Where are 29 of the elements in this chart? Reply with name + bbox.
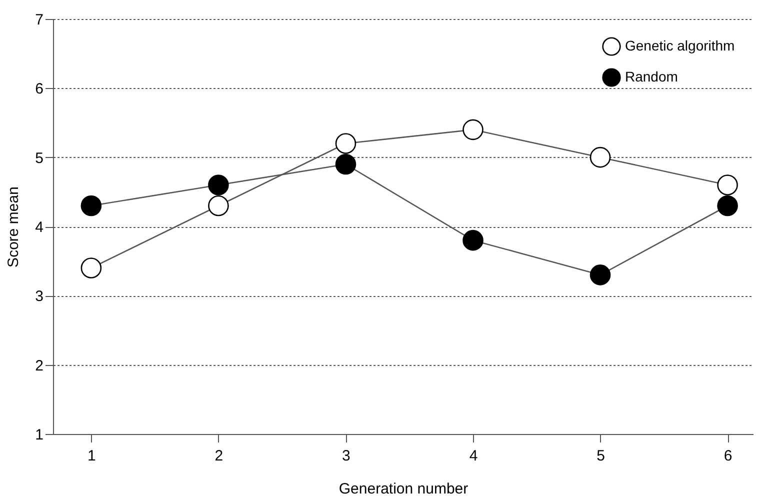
- legend-label: Random: [625, 68, 678, 84]
- legend-label: Genetic algorithm: [625, 38, 735, 54]
- x-tick-label: 4: [469, 448, 478, 464]
- x-tick-label: 3: [342, 448, 350, 464]
- x-tick-label: 2: [214, 448, 224, 464]
- point: [590, 146, 611, 168]
- point: [335, 133, 356, 154]
- point: [80, 258, 102, 278]
- point: [462, 119, 484, 140]
- point: [717, 195, 738, 216]
- x-tick-label: 5: [596, 448, 605, 464]
- y-tick-label: 7: [35, 12, 44, 28]
- point: [335, 154, 356, 175]
- point: [208, 195, 229, 216]
- point: [208, 174, 229, 196]
- y-tick-label: 2: [35, 357, 44, 374]
- point: [590, 264, 611, 286]
- y-tick-label: 4: [35, 219, 44, 236]
- y-tick-label: 3: [35, 288, 44, 306]
- y-tick-label: 1: [35, 426, 44, 444]
- x-tick-label: 1: [88, 448, 96, 464]
- point: [462, 230, 484, 251]
- x-axis-title: Generation number: [338, 480, 468, 498]
- point: [717, 174, 738, 196]
- y-tick-label: 5: [35, 150, 44, 167]
- y-tick-label: 6: [35, 80, 44, 98]
- point: [80, 195, 102, 216]
- x-tick-label: 6: [724, 448, 732, 464]
- y-axis-title: Score mean: [5, 186, 22, 268]
